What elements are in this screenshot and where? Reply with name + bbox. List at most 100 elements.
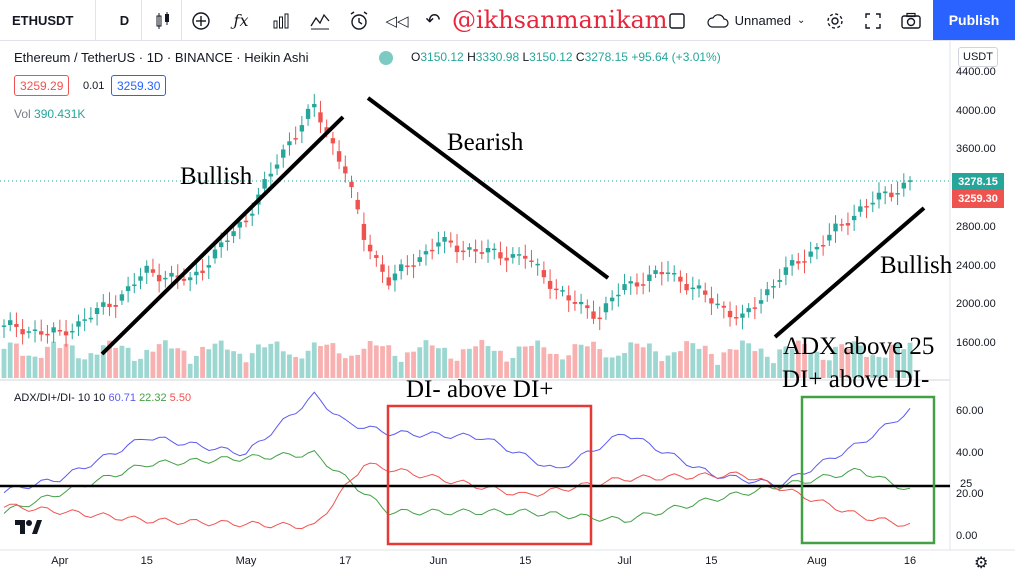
volume-bar <box>870 355 876 378</box>
candle-body <box>876 192 882 200</box>
di-plus-box[interactable] <box>800 395 936 545</box>
bearish-trendline[interactable] <box>366 96 610 280</box>
chart-settings-gear-icon[interactable]: ⚙ <box>974 555 989 572</box>
watermark-handle: @ikhsanmanikam <box>452 6 668 34</box>
volume-bar <box>752 351 758 378</box>
candle-body <box>622 284 627 290</box>
candle-style-icon[interactable] <box>144 0 182 41</box>
volume-bar <box>839 344 845 378</box>
indicator-legend[interactable]: ADX/DI+/DI- 10 10 60.71 22.32 5.50 <box>14 392 191 404</box>
prev-price-tag: 3259.30 <box>952 190 1004 208</box>
candle-body <box>281 149 286 158</box>
volume-bar <box>454 360 460 378</box>
di-minus-box[interactable] <box>386 404 593 546</box>
volume-bars <box>1 340 913 378</box>
volume-bar <box>51 341 57 378</box>
volume-bar <box>411 351 416 378</box>
volume-bar <box>287 354 292 378</box>
volume-bar <box>560 359 565 378</box>
volume-bar <box>218 340 224 378</box>
time-tick-label: 15 <box>519 555 532 567</box>
undo-icon[interactable]: ↶ <box>425 10 441 30</box>
time-tick-label: 17 <box>339 555 352 567</box>
change-value: +95.64 (+3.01%) <box>631 50 721 64</box>
volume-bar <box>212 343 218 378</box>
candle-body <box>26 331 32 333</box>
volume-bar <box>671 352 677 378</box>
currency-label[interactable]: USDT <box>958 47 998 67</box>
candle-body <box>485 247 491 253</box>
bar-chart-icon[interactable] <box>262 0 300 41</box>
bullish-trendline-right[interactable] <box>773 206 926 339</box>
volume-bar <box>26 355 32 378</box>
candle-body <box>57 329 63 332</box>
candle-body <box>63 331 69 336</box>
candle-body <box>374 255 379 258</box>
candle-body <box>845 223 851 226</box>
price-tick-label: 3600.00 <box>956 143 996 156</box>
volume-legend[interactable]: Vol 390.431K <box>14 107 85 121</box>
candle-body <box>858 206 863 212</box>
indicator-tick-label: 40.00 <box>956 446 984 459</box>
candle-body <box>628 281 633 284</box>
sell-price-button[interactable]: 3259.29 <box>14 75 70 96</box>
volume-bar <box>510 357 516 378</box>
volume-value: 390.431K <box>34 107 86 121</box>
gear-icon[interactable] <box>816 0 854 41</box>
fx-icon[interactable]: ƒx <box>233 11 249 30</box>
volume-bar <box>758 348 764 378</box>
candle-body <box>727 310 733 318</box>
candle-body <box>523 255 528 259</box>
candle-body <box>690 287 696 290</box>
candle-body <box>572 302 578 304</box>
price-tick-label: 2400.00 <box>956 259 996 272</box>
time-tick-label: Jun <box>429 555 448 567</box>
add-indicator-icon[interactable] <box>182 0 220 41</box>
annotation-adx-note: ADX above 25 <box>783 333 935 360</box>
alert-icon[interactable] <box>340 0 378 41</box>
volume-bar <box>696 348 702 378</box>
volume-bar <box>659 361 665 378</box>
chart-title[interactable]: Ethereum / TetherUS · 1D · BINANCE · Hei… <box>14 50 309 65</box>
top-toolbar: ETHUSDT D ƒx ◁◁ ↶ @ikhsanmanikam Unnamed… <box>0 0 1015 41</box>
close-label: C <box>575 50 585 64</box>
open-value: 3150.12 <box>420 50 464 64</box>
bullish-trendline-left[interactable] <box>100 115 345 356</box>
adx-value: 60.71 <box>108 392 136 404</box>
square-icon[interactable] <box>658 0 696 41</box>
candle-body <box>467 247 472 250</box>
publish-button[interactable]: Publish <box>933 0 1015 40</box>
candle-body <box>591 311 596 319</box>
eye-icon[interactable] <box>379 51 393 65</box>
volume-bar <box>845 348 851 378</box>
price-tick-label: 4000.00 <box>956 104 996 117</box>
candle-body <box>336 151 342 162</box>
volume-bar <box>491 350 497 378</box>
indicators-icon[interactable] <box>301 0 339 41</box>
candle-body <box>684 283 689 291</box>
interval-selector[interactable]: D <box>108 0 142 41</box>
volume-bar <box>361 348 367 378</box>
replay-icon[interactable]: ◁◁ <box>385 12 409 30</box>
tradingview-logo[interactable] <box>14 518 44 540</box>
candle-body <box>808 251 813 257</box>
symbol-search[interactable]: ETHUSDT <box>0 0 96 41</box>
candle-body <box>318 112 323 123</box>
candle-body <box>839 224 844 226</box>
volume-bar <box>882 357 888 378</box>
volume-bar <box>100 345 106 378</box>
buy-price-button[interactable]: 3259.30 <box>111 75 167 96</box>
volume-bar <box>94 354 100 378</box>
fullscreen-icon[interactable] <box>854 0 892 41</box>
volume-bar <box>826 360 832 378</box>
camera-icon[interactable] <box>892 0 930 41</box>
indicator-name: ADX/DI+/DI- 10 10 <box>14 392 106 404</box>
candle-body <box>479 252 485 254</box>
candle-body <box>82 319 87 321</box>
candle-body <box>653 270 658 275</box>
volume-bar <box>814 351 820 378</box>
low-value: 3150.12 <box>529 50 573 64</box>
volume-bar <box>473 346 479 378</box>
layout-name-button[interactable]: Unnamed ⌄ <box>700 0 812 41</box>
